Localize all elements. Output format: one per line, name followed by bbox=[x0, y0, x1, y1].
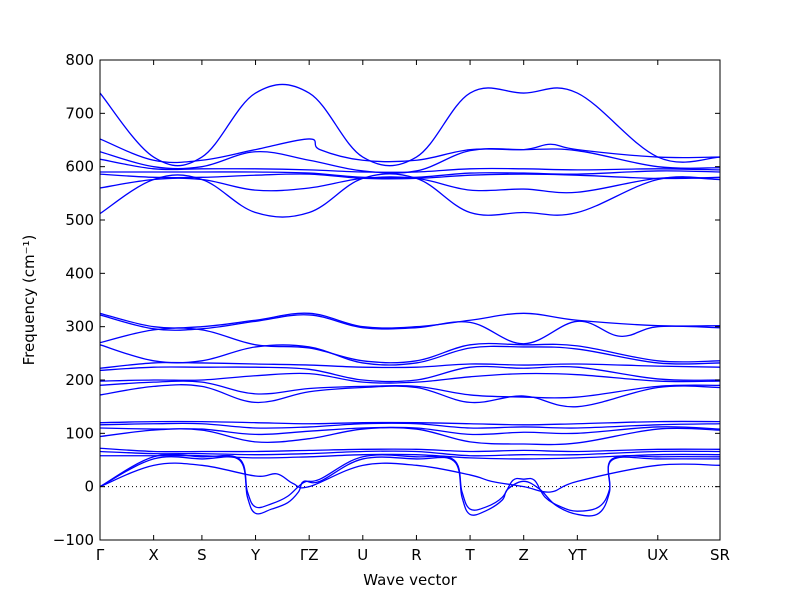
y-tick-label: 200 bbox=[65, 371, 94, 389]
band-line-26 bbox=[100, 456, 720, 517]
x-axis-ticks: Γ X S Y ΓZ U R T Z YT UX SR bbox=[96, 60, 730, 564]
x-tick-label: UX bbox=[647, 546, 668, 564]
band-line-14 bbox=[100, 365, 720, 383]
band-line-24 bbox=[100, 453, 720, 460]
band-line-12 bbox=[100, 344, 720, 366]
x-tick-label: S bbox=[197, 546, 207, 564]
band-line-18 bbox=[100, 420, 720, 426]
x-tick-label: X bbox=[148, 546, 158, 564]
y-tick-label: −100 bbox=[53, 531, 94, 549]
plot-frame bbox=[99, 59, 721, 541]
band-line-25 bbox=[100, 453, 720, 512]
x-tick-label: ΓZ bbox=[300, 546, 319, 564]
y-tick-label: 700 bbox=[65, 104, 94, 122]
band-line-9 bbox=[100, 312, 720, 329]
band-line-21 bbox=[100, 426, 720, 446]
band-line-22 bbox=[100, 447, 720, 453]
x-tick-label: U bbox=[357, 546, 368, 564]
band-line-4 bbox=[100, 158, 720, 174]
band-line-10 bbox=[100, 314, 720, 345]
band-line-15 bbox=[100, 372, 720, 384]
band-line-1 bbox=[100, 83, 720, 167]
band-line-6 bbox=[100, 173, 720, 180]
x-tick-label: Z bbox=[519, 546, 529, 564]
band-line-13 bbox=[100, 361, 720, 369]
y-tick-label: 400 bbox=[65, 264, 94, 282]
x-axis-label: Wave vector bbox=[363, 571, 457, 589]
x-tick-label: Y bbox=[250, 546, 261, 564]
y-tick-label: 300 bbox=[65, 318, 94, 336]
x-tick-label: Γ bbox=[96, 546, 105, 564]
band-line-2 bbox=[100, 138, 720, 164]
series-layer bbox=[100, 83, 720, 517]
y-tick-label: 800 bbox=[65, 51, 94, 69]
plot-area bbox=[100, 60, 720, 540]
y-tick-label: 100 bbox=[65, 424, 94, 442]
band-line-19 bbox=[100, 422, 720, 429]
band-line-27 bbox=[100, 462, 720, 493]
band-line-3 bbox=[100, 147, 720, 174]
band-line-23 bbox=[100, 450, 720, 457]
band-line-5 bbox=[100, 170, 720, 179]
x-tick-label: YT bbox=[567, 546, 587, 564]
band-line-17 bbox=[100, 384, 720, 408]
band-line-8 bbox=[100, 173, 720, 218]
band-line-11 bbox=[100, 327, 720, 364]
y-axis-label: Frequency (cm⁻¹) bbox=[20, 235, 38, 366]
y-tick-label: 600 bbox=[65, 158, 94, 176]
y-axis-ticks: −100 0 100 200 300 400 500 600 700 800 bbox=[53, 51, 720, 549]
x-tick-label: R bbox=[411, 546, 421, 564]
x-tick-label: T bbox=[464, 546, 475, 564]
x-tick-label: SR bbox=[710, 546, 730, 564]
y-tick-label: 500 bbox=[65, 211, 94, 229]
y-tick-label: 0 bbox=[84, 478, 94, 496]
